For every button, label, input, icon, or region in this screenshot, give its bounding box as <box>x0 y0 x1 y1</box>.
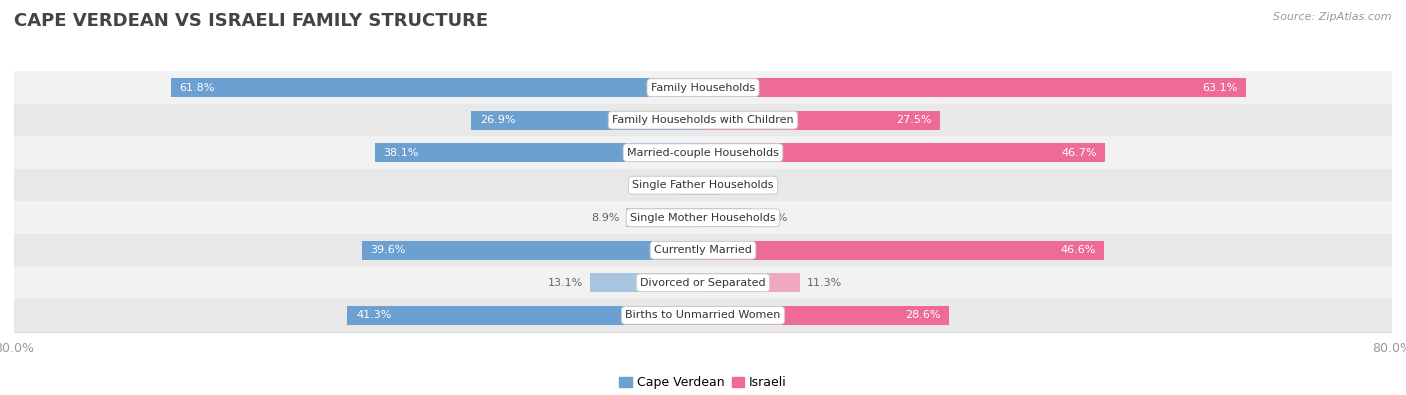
Text: Currently Married: Currently Married <box>654 245 752 255</box>
Text: Single Mother Households: Single Mother Households <box>630 213 776 223</box>
Text: Single Father Households: Single Father Households <box>633 180 773 190</box>
Bar <box>375 143 703 162</box>
Bar <box>703 208 752 227</box>
Bar <box>14 201 1392 234</box>
Bar <box>703 273 800 292</box>
Bar <box>703 78 1246 97</box>
Bar <box>14 299 1392 331</box>
Text: 63.1%: 63.1% <box>1202 83 1237 92</box>
Text: Married-couple Households: Married-couple Households <box>627 148 779 158</box>
Bar <box>14 169 1392 201</box>
Bar <box>170 78 703 97</box>
Bar <box>14 267 1392 299</box>
Text: 46.7%: 46.7% <box>1062 148 1097 158</box>
Text: 8.9%: 8.9% <box>591 213 620 223</box>
Bar <box>361 241 703 260</box>
Text: 28.6%: 28.6% <box>905 310 941 320</box>
Bar <box>703 306 949 325</box>
Bar <box>347 306 703 325</box>
Text: 26.9%: 26.9% <box>479 115 516 125</box>
Text: 61.8%: 61.8% <box>180 83 215 92</box>
Text: Divorced or Separated: Divorced or Separated <box>640 278 766 288</box>
Bar <box>14 104 1392 136</box>
Text: Births to Unmarried Women: Births to Unmarried Women <box>626 310 780 320</box>
Text: 5.7%: 5.7% <box>759 213 787 223</box>
Bar <box>626 208 703 227</box>
Bar <box>703 241 1104 260</box>
Text: Family Households: Family Households <box>651 83 755 92</box>
Text: 2.0%: 2.0% <box>727 180 755 190</box>
Bar <box>14 71 1392 104</box>
Bar <box>14 136 1392 169</box>
Text: 27.5%: 27.5% <box>896 115 931 125</box>
Text: 41.3%: 41.3% <box>356 310 391 320</box>
Text: 13.1%: 13.1% <box>548 278 583 288</box>
Bar <box>703 111 939 130</box>
Text: 11.3%: 11.3% <box>807 278 842 288</box>
Text: Family Households with Children: Family Households with Children <box>612 115 794 125</box>
Bar <box>703 143 1105 162</box>
Text: Source: ZipAtlas.com: Source: ZipAtlas.com <box>1274 12 1392 22</box>
Text: 38.1%: 38.1% <box>384 148 419 158</box>
Legend: Cape Verdean, Israeli: Cape Verdean, Israeli <box>614 371 792 394</box>
Text: CAPE VERDEAN VS ISRAELI FAMILY STRUCTURE: CAPE VERDEAN VS ISRAELI FAMILY STRUCTURE <box>14 12 488 30</box>
Text: 2.9%: 2.9% <box>643 180 671 190</box>
Bar <box>678 176 703 195</box>
Text: 39.6%: 39.6% <box>371 245 406 255</box>
Bar <box>471 111 703 130</box>
Bar <box>14 234 1392 267</box>
Bar <box>703 176 720 195</box>
Text: 46.6%: 46.6% <box>1060 245 1095 255</box>
Bar <box>591 273 703 292</box>
